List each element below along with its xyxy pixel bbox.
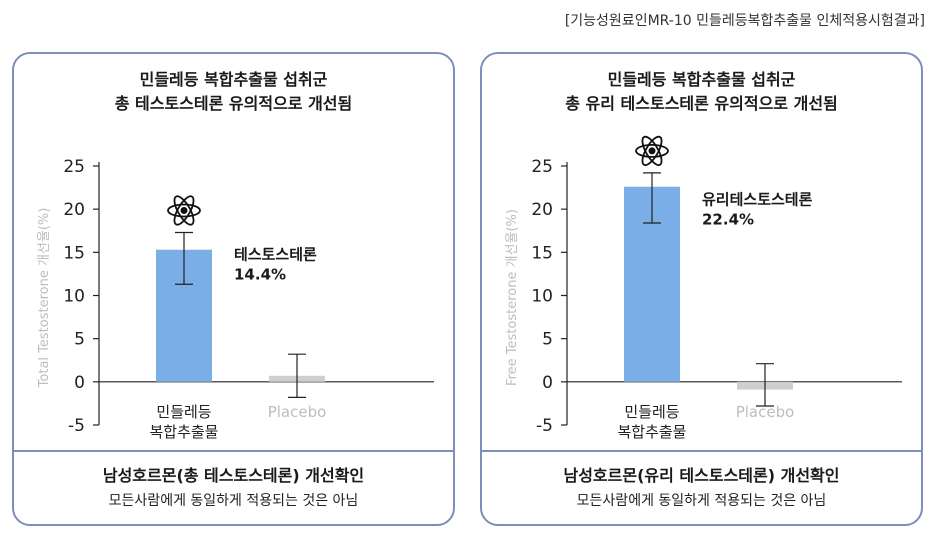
atom-orbit <box>641 135 663 166</box>
bar-chart-free-testosterone: 25 20 15 10 5 0 -5 Free Testosterone 개선율(%) 민들레등… <box>505 135 902 441</box>
y-tick-label: -5 <box>536 416 553 436</box>
y-tick-label: 15 <box>63 243 85 263</box>
chart-panel-free: 민들레등 복합추출물 섭취군 총 유리 테스토스테론 유의적으로 개선됨 25 2… <box>480 52 923 526</box>
panel-title: 민들레등 복합추출물 섭취군 총 테스토스테론 유의적으로 개선됨 <box>14 68 453 116</box>
y-tick-label: 25 <box>531 157 553 177</box>
category-label: 복합추출물 <box>617 423 686 441</box>
source-note: [기능성원료인MR-10 민들레등복합추출물 인체적용시험결과] <box>564 13 925 29</box>
category-label: 민들레등 <box>156 403 211 421</box>
annotation-value: 14.4% <box>234 266 286 284</box>
atom-orbit <box>641 135 663 166</box>
category-label: 민들레등 <box>624 403 679 421</box>
y-tick-label: 20 <box>531 200 553 220</box>
atom-orbit <box>635 144 669 158</box>
chart-panel-total: 민들레등 복합추출물 섭취군 총 테스토스테론 유의적으로 개선됨 25 20 15… <box>12 52 455 526</box>
panel-footer: 남성호르몬(유리 테스토스테론) 개선확인 모든사람에게 동일하게 적용되는 것… <box>482 450 921 524</box>
y-tick-label: 10 <box>531 287 553 307</box>
y-tick-label: 5 <box>542 330 553 350</box>
annotation-label: 테스토스테론 <box>234 246 317 264</box>
atom-icon <box>167 195 201 226</box>
y-tick-label: -5 <box>68 416 85 436</box>
panel-footer: 남성호르몬(총 테스토스테론) 개선확인 모든사람에게 동일하게 적용되는 것은… <box>14 450 453 524</box>
panel-title-line-1: 민들레등 복합추출물 섭취군 <box>607 70 796 89</box>
y-tick-label: 5 <box>74 330 85 350</box>
panel-title-line-2: 총 테스토스테론 유의적으로 개선됨 <box>114 94 353 113</box>
footer-title: 남성호르몬(총 테스토스테론) 개선확인 <box>102 466 365 485</box>
panel-title-line-2: 총 유리 테스토스테론 유의적으로 개선됨 <box>565 94 838 113</box>
y-tick-label: 10 <box>63 287 85 307</box>
atom-orbit <box>167 203 201 218</box>
y-tick-label: 0 <box>74 373 85 393</box>
annotation-value: 22.4% <box>702 211 754 229</box>
footer-note: 모든사람에게 동일하게 적용되는 것은 아님 <box>576 493 827 509</box>
panel-title-line-1: 민들레등 복합추출물 섭취군 <box>139 70 328 89</box>
footer-note: 모든사람에게 동일하게 적용되는 것은 아님 <box>108 493 359 509</box>
panel-title: 민들레등 복합추출물 섭취군 총 유리 테스토스테론 유의적으로 개선됨 <box>482 68 921 116</box>
y-tick-label: 0 <box>542 373 553 393</box>
y-axis-label: Free Testosterone 개선율(%) <box>505 209 520 386</box>
y-axis-label: Total Testosterone 개선율(%) <box>37 208 52 389</box>
atom-orbit <box>173 195 195 226</box>
y-tick-label: 20 <box>63 200 85 220</box>
y-tick-label: 25 <box>63 157 85 177</box>
bar-chart-total-testosterone: 25 20 15 10 5 0 -5 Total Testosterone 개선율(%) 민들레… <box>37 157 434 441</box>
footer-title: 남성호르몬(유리 테스토스테론) 개선확인 <box>563 466 840 485</box>
annotation-label: 유리테스토스테론 <box>702 191 813 209</box>
category-label: 복합추출물 <box>149 423 218 441</box>
atom-nucleus <box>180 206 188 214</box>
atom-orbit <box>173 195 195 226</box>
atom-icon <box>635 135 669 166</box>
atom-nucleus <box>648 147 656 155</box>
y-tick-label: 15 <box>531 243 553 263</box>
category-label: Placebo <box>736 403 795 421</box>
category-label: Placebo <box>268 403 327 421</box>
